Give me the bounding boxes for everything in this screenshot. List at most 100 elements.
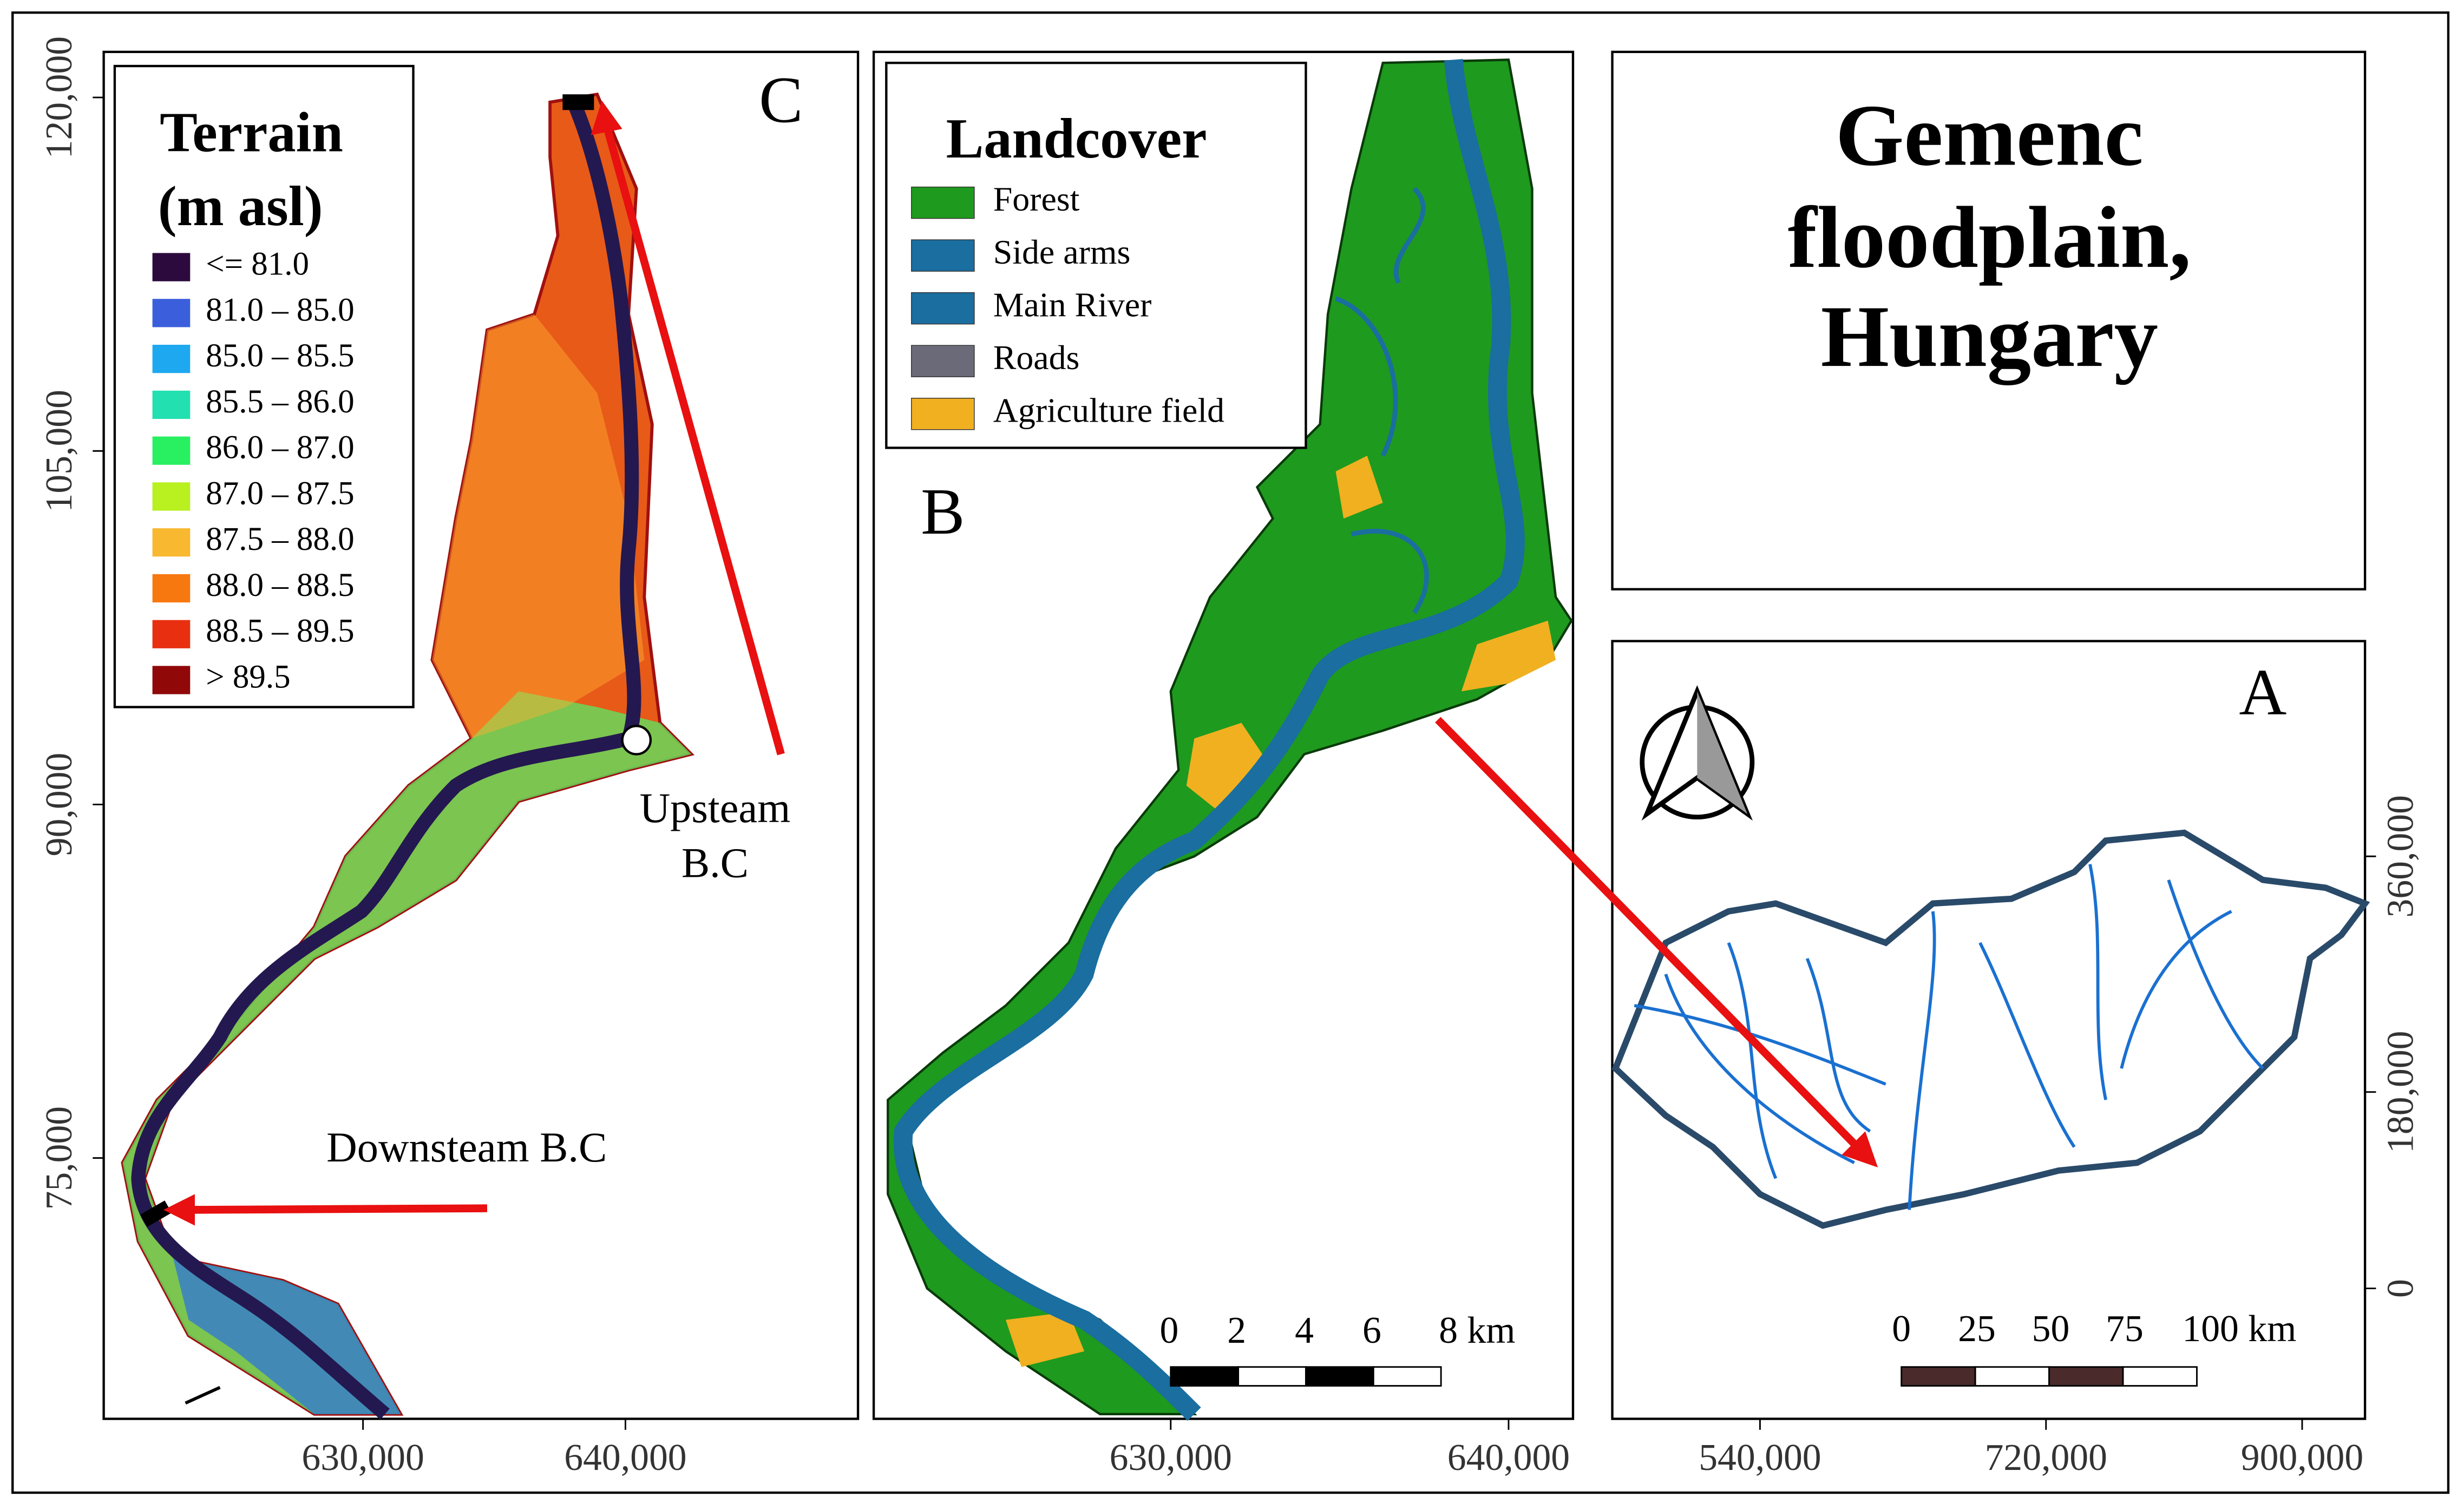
legend-swatch [911,292,975,325]
side-arm [1335,187,1429,614]
legend-swatch [152,620,191,648]
arrow-upstream [602,124,785,756]
legend-label: 88.0 – 88.5 [206,567,354,603]
agriculture-field [1186,723,1273,817]
agriculture-field [1335,455,1383,519]
y-tick-label: 90,000 [38,753,80,857]
panel-label: A [2239,656,2286,729]
y-tick-label: 180,000 [2380,1031,2422,1153]
hungary-outline [1611,829,2370,1229]
legend-label: 87.0 – 87.5 [206,475,354,511]
y-tick-label: 120,000 [38,36,80,159]
legend-title: (m asl) [158,175,323,238]
legend-label: 88.5 – 89.5 [206,613,354,649]
title: floodplain, [1788,189,2191,286]
y-tick-label: 75,000 [38,1106,80,1210]
scale-bar [1305,1366,1374,1387]
panel-a-ticks: 360,000 180,000 0 540,000 720,000 900,000 0 25 5… [1699,795,2421,1479]
scale-bar [2048,1366,2124,1387]
scale-bar [2122,1366,2198,1387]
title-frame [1611,50,2367,590]
upstream-point [621,725,652,756]
arrow-location [1435,717,1857,1147]
legend-label: 85.5 – 86.0 [206,384,354,420]
panel-b-ticks: 630,000 640,000 0 2 4 6 8 km [1110,1310,1570,1479]
upstream-boundary [562,94,594,110]
scale-label: 25 [1958,1308,1996,1350]
north-arrow [1640,685,1755,821]
legend-title: Terrain [160,101,343,164]
legend-label: Agriculture field [993,391,1224,429]
main-river [131,99,641,1420]
outer-frame [11,11,2450,1494]
legend-swatch [152,666,191,694]
annotation: Upsteam [640,784,791,831]
agriculture-field [1461,620,1556,692]
x-tick-label: 540,000 [1699,1437,1821,1479]
legend-swatch [152,253,191,281]
scale-bar [1372,1366,1442,1387]
y-tick-label: 360,000 [2380,795,2422,917]
legend-swatch [152,436,191,465]
legend-swatch [911,239,975,272]
scale-label: 8 km [1439,1310,1515,1351]
scale-bar [1237,1366,1307,1387]
scale-label: 50 [2032,1308,2070,1350]
annotation: B.C [681,839,749,887]
arrowhead-downstream [163,1194,195,1226]
legend-label: 87.5 – 88.0 [206,521,354,557]
annotation: Downsteam B.C [326,1124,607,1171]
legend-swatch [911,397,975,430]
y-tick-label: 0 [2380,1279,2422,1298]
terrain-mid-area [432,314,645,739]
x-tick-label: 640,000 [1447,1437,1570,1479]
title: Gemenc [1836,87,2144,184]
legend-label: > 89.5 [206,659,290,695]
legend-label: Side arms [993,233,1131,271]
legend-label: 86.0 – 87.0 [206,430,354,466]
downstream-boundary [140,1200,172,1227]
legend-swatch [152,482,191,511]
legend-label: 85.0 – 85.5 [206,338,354,374]
map-mark [185,1386,221,1405]
x-tick-label: 720,000 [1985,1437,2107,1479]
legend-label: <= 81.0 [206,246,309,283]
arrowhead-location [1842,1131,1878,1168]
legend-swatch [152,299,191,327]
x-tick-label: 900,000 [2241,1437,2363,1479]
legend-swatch [152,528,191,557]
legend-swatch [911,345,975,377]
scale-label: 0 [1892,1308,1911,1350]
agriculture-field [1005,1312,1085,1367]
legend-swatch [911,186,975,219]
scale-label: 2 [1227,1310,1246,1351]
legend-label: Main River [993,285,1152,324]
scale-label: 100 km [2182,1308,2296,1350]
legend-swatch [152,574,191,603]
scale-bar [1170,1366,1240,1387]
y-tick-label: 105,000 [38,390,80,512]
scale-bar [1974,1366,2050,1387]
scale-label: 6 [1362,1310,1381,1351]
x-tick-label: 630,000 [1110,1437,1232,1479]
title: Hungary [1821,288,2158,385]
legend-title: Landcover [946,107,1207,170]
panel-c-ticks: 120,000 105,000 90,000 75,000 630,000 640,000 [38,36,687,1479]
scale-bar [1901,1366,1976,1387]
legend-label: 81.0 – 85.0 [206,292,354,328]
panel-label: B [921,475,965,548]
legend-label: Forest [993,180,1080,218]
legend-label: Roads [993,338,1080,377]
legend-swatch [152,390,191,419]
arrowhead-upstream [591,100,622,135]
arrow-downstream [188,1204,487,1214]
hungary-rivers [1634,864,2264,1210]
panel-label: C [759,63,803,136]
scale-label: 4 [1295,1310,1314,1351]
x-tick-label: 630,000 [302,1437,424,1479]
x-tick-label: 640,000 [564,1437,686,1479]
scale-label: 0 [1159,1310,1178,1351]
terrain-legend: <= 81.0 81.0 – 85.0 85.0 – 85.5 85.5 – 86.0… [152,246,355,695]
